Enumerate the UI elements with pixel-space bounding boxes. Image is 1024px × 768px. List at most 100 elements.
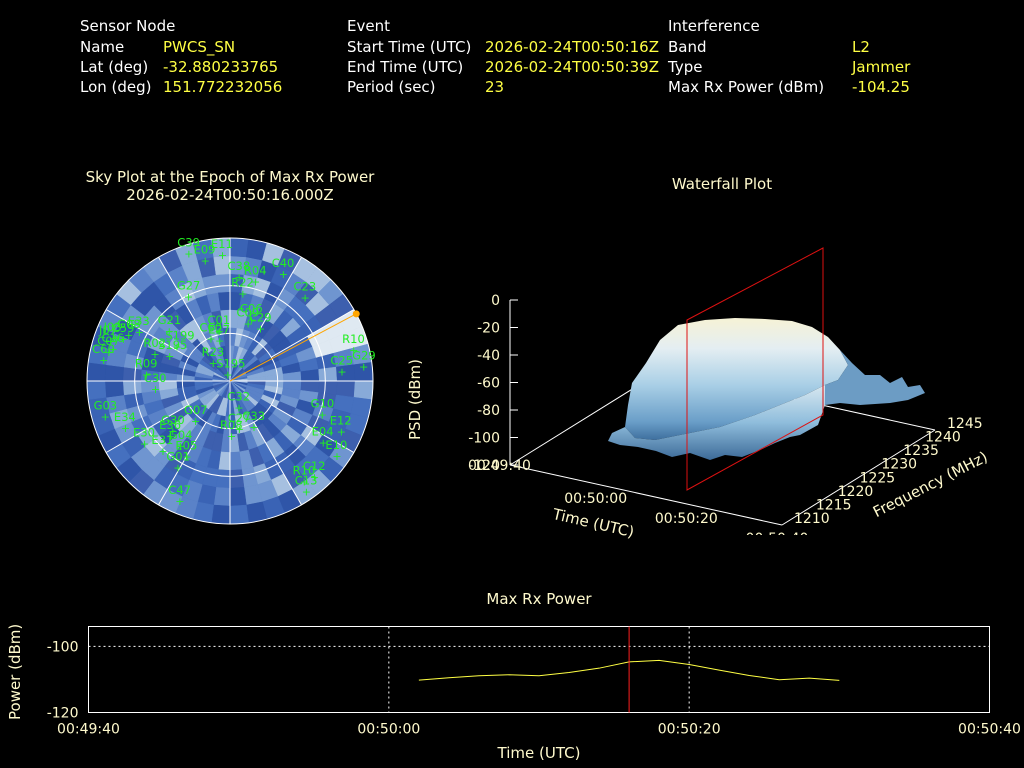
maxrx-y-tick-label: -100 [47,639,79,655]
skyplot-satellite-point: + [209,357,218,370]
skyplot-satellite-point: + [256,322,265,335]
skyplot-satellite-point: + [168,425,177,438]
skyplot-azimuth-spoke [158,422,207,506]
skyplot-satellite-label: R23 [202,345,225,359]
skyplot-satellite-label: E27 [208,322,230,336]
skyplot-satellite-label: C27 [228,411,251,425]
skyplot-satellite-point: + [300,475,309,488]
skyplot-satellite-label: C60 [92,342,115,356]
waterfall-z-tick-label: -120 [468,458,500,474]
waterfall-title: Waterfall Plot [671,175,773,193]
skyplot-satellite: R08+ [220,418,243,443]
maxrx-ylabel: Power (dBm) [6,623,24,720]
skyplot-satellite-point: + [243,318,252,331]
skyplot-satellite-point: + [121,422,130,435]
skyplot-title: Sky Plot at the Epoch of Max Rx Power [85,168,375,186]
skyplot-satellite-label: E34 [114,410,136,424]
skyplot-satellite: C39+ [177,236,200,261]
skyplot-heat-cell [353,380,373,400]
skyplot-azimuth-spoke [253,256,302,340]
skyplot-satellite-label: G27 [177,278,201,292]
skyplot-satellite: S195+ [158,338,187,363]
skyplot-satellite-label: E05 [175,438,197,452]
skyplot-satellite: R04+ [244,263,267,288]
skyplot-jammer-marker [352,310,360,318]
skyplot-satellite-point: + [247,314,256,327]
skyplot-satellite-point: + [106,335,115,348]
sensor-node-heading: Sensor Node [80,17,176,35]
skyplot-heat-cell [318,366,338,382]
skyplot-satellite: C29+ [249,310,272,335]
event-heading: Event [347,17,390,35]
waterfall-marker-outline [686,247,824,491]
skyplot-satellite: C38+ [228,259,251,284]
skyplot-satellite-label: J07 [98,323,117,337]
skyplot-heat-cell [211,504,231,524]
skyplot-satellite: G01+ [166,450,190,475]
skyplot-satellite: J03+ [103,320,122,345]
skyplot-subtitle: 2026-02-24T00:50:16.000Z [126,186,334,204]
interference-type-value: Jammer [852,58,911,76]
skyplot-satellite-label: R10 [342,332,365,346]
waterfall-surface-front [608,385,825,460]
skyplot-satellite-point: + [235,423,244,436]
maxrx-x-tick-label: 00:49:40 [57,722,120,738]
skyplot-satellite-label: E12 [330,414,352,428]
maxrx-y-tick-label: -120 [47,706,79,722]
skyplot-satellite: C12+ [303,459,326,484]
skyplot-satellite-label: S195 [216,357,245,371]
event-start-label: Start Time (UTC) [347,38,472,56]
skyplot-satellite: S199+ [165,329,194,354]
skyplot-satellite: G03+ [94,399,118,424]
skyplot-satellite-label: C59 [112,321,135,335]
event-period-value: 23 [485,78,505,96]
skyplot-satellite-point: + [175,495,184,508]
skyplot-satellite-label: R08 [220,418,243,432]
sensor-lon-value: 151.772232056 [163,78,283,96]
skyplot-satellite: G27+ [177,278,201,303]
skyplot-satellite-label: G07 [184,403,208,417]
skyplot-satellite-point: + [101,411,110,424]
skyplot-satellite: E11+ [211,237,233,262]
skyplot-satellite: C40+ [272,256,295,281]
event-start-value: 2026-02-24T00:50:16Z [485,38,659,56]
skyplot-satellite: R02+ [143,336,166,361]
waterfall-surface-right [825,350,925,405]
skyplot-satellite-point: + [337,426,346,439]
skyplot-satellite: C23+ [294,279,317,304]
waterfall-z-tick-label: -80 [477,403,500,419]
waterfall-y-tick-label: 1245 [947,416,983,432]
skyplot-satellite-point: + [359,360,368,373]
skyplot-satellite-label: J03 [103,320,122,334]
waterfall-y-tick-label: 1240 [925,430,961,446]
waterfall-y-tick-label: 1215 [816,497,852,513]
skyplot-satellite-label: E11 [211,237,233,251]
skyplot-heat-cell [229,469,245,489]
skyplot-satellite-label: E33 [128,314,150,328]
skyplot-satellite-label: C13 [295,474,318,488]
skyplot-heat-cell [218,291,231,311]
skyplot-heat-cell [336,380,356,398]
skyplot-satellite: C59+ [112,321,135,346]
skyplot-satellite-label: R02 [143,336,166,350]
skyplot-satellite: G21+ [158,313,182,338]
skyplot-satellite-label: E04 [312,424,334,438]
skyplot-satellite: E30+ [133,426,155,451]
waterfall-y-tick-label: 1220 [838,484,874,500]
skyplot-satellite: C06+ [240,302,263,327]
skyplot-satellite-point: + [104,346,113,359]
skyplot-satellite-label: G10 [311,396,335,410]
skyplot-heat-cell [215,273,231,293]
interference-band-value: L2 [852,38,870,56]
skyplot-satellite-label: S199 [165,329,194,343]
skyplot-satellite: C47+ [168,483,191,508]
skyplot-satellite-point: + [238,288,247,301]
waterfall-zlabel: PSD (dBm) [406,358,424,440]
skyplot-satellite-label: R22 [231,276,254,290]
skyplot-satellite: G29+ [352,348,376,373]
skyplot-satellite-point: + [182,450,191,463]
skyplot-satellite: G04+ [169,428,193,453]
maxrx-x-tick-label: 00:50:40 [958,722,1021,738]
skyplot-satellite-label: E09 [194,243,216,257]
